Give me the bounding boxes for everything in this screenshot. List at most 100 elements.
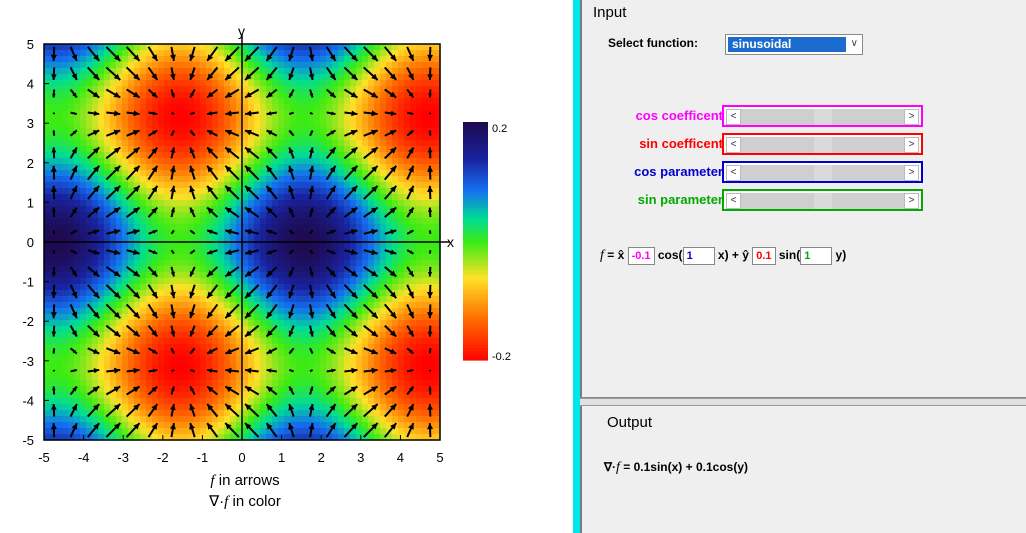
heatmap-cell	[194, 314, 201, 321]
heatmap-cell	[116, 218, 123, 225]
field-arrow-head	[245, 147, 252, 154]
heatmap-cell	[362, 290, 369, 297]
heatmap-cell	[146, 356, 153, 363]
heatmap-cell	[260, 362, 267, 369]
field-arrow-head	[113, 404, 121, 411]
heatmap-cell	[68, 428, 75, 435]
heatmap-cell	[260, 50, 267, 57]
heatmap-cell	[338, 74, 345, 81]
heatmap-cell	[110, 56, 117, 63]
heatmap-cell	[158, 236, 165, 243]
field-arrow-head	[207, 111, 213, 116]
heatmap-cell	[200, 176, 207, 183]
heatmap-cell	[284, 110, 291, 117]
heatmap-cell	[272, 398, 279, 405]
heatmap-cell	[164, 422, 171, 429]
heatmap-cell	[278, 116, 285, 123]
heatmap-cell	[368, 242, 375, 249]
heatmap-cell	[62, 230, 69, 237]
heatmap-cell	[380, 308, 387, 315]
heatmap-cell	[218, 152, 225, 159]
heatmap-cell	[254, 188, 261, 195]
heatmap-cell	[278, 56, 285, 63]
heatmap-cell	[326, 140, 333, 147]
heatmap-cell	[44, 248, 51, 255]
heatmap-cell	[266, 218, 273, 225]
heatmap-cell	[98, 92, 105, 99]
field-arrow-head	[189, 291, 196, 299]
heatmap-cell	[140, 296, 147, 303]
heatmap-cell	[188, 356, 195, 363]
heatmap-cell	[308, 320, 315, 327]
heatmap-cell	[194, 176, 201, 183]
heatmap-cell	[206, 140, 213, 147]
heatmap-cell	[392, 320, 399, 327]
heatmap-cell	[140, 350, 147, 357]
heatmap-cell	[338, 248, 345, 255]
heatmap-cell	[284, 92, 291, 99]
heatmap-cell	[140, 56, 147, 63]
field-arrow-head	[245, 270, 252, 277]
heatmap-cell	[140, 176, 147, 183]
heatmap-cell	[80, 188, 87, 195]
heatmap-cell	[200, 146, 207, 153]
heatmap-cell	[428, 158, 435, 165]
heatmap-cell	[422, 182, 429, 189]
heatmap-cell	[404, 290, 411, 297]
field-arrow-head	[207, 147, 214, 154]
heatmap-cell	[242, 284, 249, 291]
heatmap-cell	[62, 356, 69, 363]
heatmap-cell	[236, 386, 243, 393]
heatmap-cell	[428, 398, 435, 405]
heatmap-cell	[224, 140, 231, 147]
heatmap-cell	[44, 62, 51, 69]
heatmap-cell	[176, 356, 183, 363]
heatmap-cell	[344, 116, 351, 123]
heatmap-cell	[254, 296, 261, 303]
x-tick-label: 2	[318, 450, 325, 465]
heatmap-cell	[380, 86, 387, 93]
heatmap-cell	[74, 362, 81, 369]
heatmap-cell	[230, 434, 237, 441]
heatmap-cell	[92, 284, 99, 291]
field-arrow-head	[266, 207, 274, 214]
heatmap-cell	[224, 158, 231, 165]
heatmap-cell	[230, 182, 237, 189]
heatmap-cell	[152, 248, 159, 255]
heatmap-cell	[266, 356, 273, 363]
heatmap-cell	[386, 80, 393, 87]
heatmap-cell	[116, 200, 123, 207]
heatmap-cell	[188, 62, 195, 69]
heatmap-cell	[302, 284, 309, 291]
heatmap-cell	[146, 104, 153, 111]
heatmap-cell	[404, 320, 411, 327]
heatmap-cell	[164, 122, 171, 129]
heatmap-cell	[68, 278, 75, 285]
heatmap-cell	[338, 224, 345, 231]
heatmap-cell	[254, 278, 261, 285]
heatmap-cell	[272, 362, 279, 369]
heatmap-cell	[356, 116, 363, 123]
heatmap-cell	[350, 410, 357, 417]
heatmap-cell	[332, 242, 339, 249]
heatmap-cell	[212, 278, 219, 285]
heatmap-cell	[200, 110, 207, 117]
heatmap-cell	[224, 236, 231, 243]
heatmap-cell	[272, 260, 279, 267]
heatmap-cell	[164, 80, 171, 87]
field-arrow-head	[266, 386, 273, 393]
heatmap-cell	[398, 86, 405, 93]
heatmap-cell	[98, 152, 105, 159]
heatmap-cell	[428, 308, 435, 315]
field-arrow-head	[71, 165, 78, 173]
heatmap-cell	[146, 398, 153, 405]
heatmap-cell	[260, 164, 267, 171]
heatmap-cell	[224, 428, 231, 435]
heatmap-cell	[206, 374, 213, 381]
heatmap-cell	[266, 98, 273, 105]
field-arrow-head	[245, 423, 252, 430]
heatmap-cell	[122, 266, 129, 273]
heatmap-cell	[56, 134, 63, 141]
heatmap-cell	[212, 308, 219, 315]
heatmap-cell	[194, 284, 201, 291]
